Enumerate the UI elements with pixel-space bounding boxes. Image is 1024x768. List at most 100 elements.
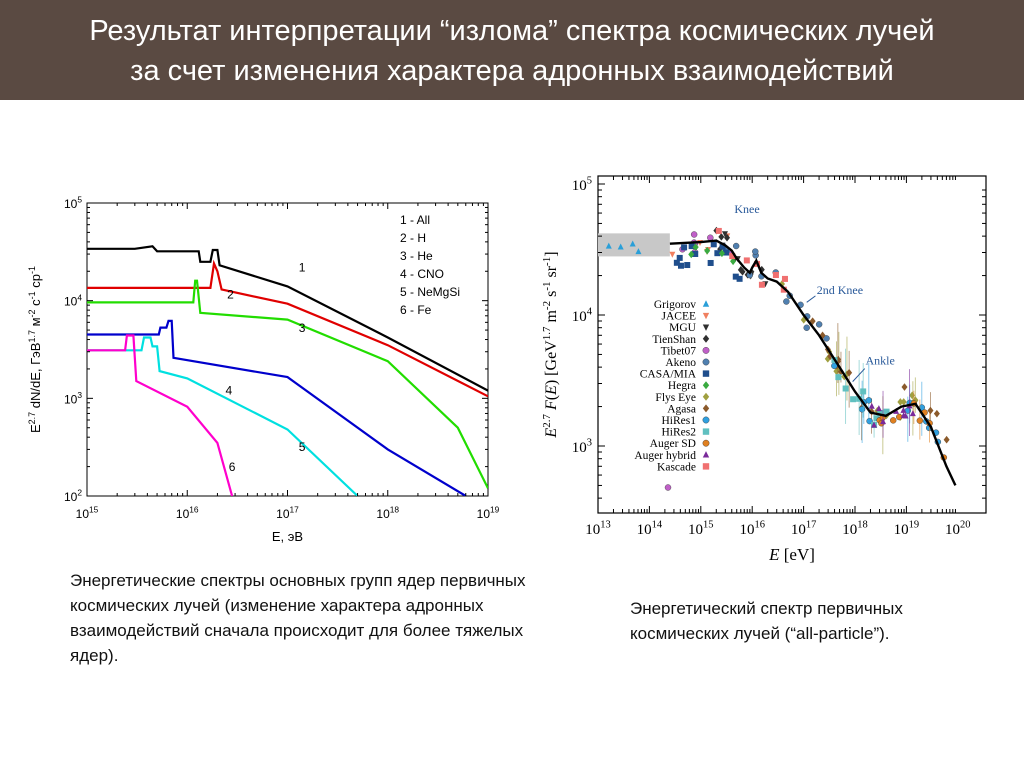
- data-point: [704, 246, 711, 255]
- series-line-5: [87, 336, 359, 496]
- data-point: [739, 267, 746, 276]
- curve-label-1: 1: [299, 260, 306, 274]
- y-axis-label: E2.7 F(E) [GeV1.7 m-2 s-1 sr-1]: [541, 251, 560, 438]
- x-tick-label: 1016: [176, 505, 199, 521]
- legend-marker: [702, 451, 710, 458]
- legend-entry: HiRes2: [662, 427, 697, 439]
- data-point: [688, 243, 695, 250]
- data-point: [778, 280, 785, 288]
- legend-entry: 1 - All: [400, 213, 430, 227]
- data-point: [758, 281, 765, 288]
- data-point: [715, 227, 722, 234]
- legend-entry: Grigorov: [654, 299, 696, 311]
- data-point: [883, 408, 890, 415]
- y-tick-label: 104: [64, 292, 82, 308]
- data-point: [835, 365, 842, 373]
- data-point: [900, 398, 907, 406]
- data-point: [943, 435, 950, 444]
- curve-label-5: 5: [299, 440, 306, 454]
- data-point: [676, 254, 683, 261]
- all-particle-spectrum-chart: 1013 1014 1015 1016 1017 1018 1019 1020 103 104 10…: [541, 175, 987, 564]
- data-point: [868, 402, 875, 409]
- data-point: [835, 374, 842, 381]
- data-point: [681, 244, 688, 251]
- data-point: [605, 242, 612, 249]
- curve-label-3: 3: [299, 321, 306, 335]
- x-tick-label: 1018: [376, 505, 399, 521]
- legend-entry: Akeno: [665, 357, 696, 369]
- legend-marker: [702, 324, 710, 331]
- legend-marker: [702, 463, 710, 470]
- series-line-4: [87, 319, 467, 496]
- legend-marker: [702, 392, 710, 401]
- data-point: [629, 240, 636, 247]
- data-point: [692, 243, 699, 252]
- legend-marker: [702, 428, 710, 435]
- x-axis-label: E, эВ: [272, 529, 303, 544]
- y-tick-label: 104: [572, 306, 593, 325]
- legend-marker: [702, 300, 710, 307]
- y-tick-label: 103: [64, 390, 82, 406]
- composition-spectra-chart: 1 2 3 4 5 6 1015 1016 1017 1018 1019 102 103 104 105 E…: [27, 195, 500, 544]
- data-point: [873, 415, 880, 422]
- data-point: [669, 251, 676, 258]
- x-tick-label: 1019: [477, 505, 500, 521]
- data-point: [909, 410, 916, 417]
- legend-entry: Auger SD: [650, 438, 696, 450]
- data-point: [865, 397, 873, 404]
- data-point: [927, 406, 934, 415]
- data-point: [860, 388, 867, 395]
- x-tick-label: 1015: [688, 519, 714, 538]
- ankle-arrow: [852, 368, 866, 382]
- annotation-knee: Knee: [734, 202, 759, 216]
- data-point: [710, 241, 717, 248]
- legend-entry: Kascade: [657, 461, 696, 473]
- annotation-ankle: Ankle: [865, 353, 894, 367]
- left-chart-caption: Энергетические спектры основных групп яд…: [70, 571, 526, 665]
- data-point: [870, 421, 877, 428]
- legend-entry: 2 - H: [400, 231, 426, 245]
- y-axis-label: E2.7 dN/dE, ГэВ1.7 м-2 с-1 ср-1: [27, 266, 43, 433]
- data-point: [692, 250, 699, 257]
- data-point: [688, 250, 695, 259]
- series-line-6: [87, 334, 234, 496]
- data-point: [933, 409, 940, 418]
- data-point: [732, 273, 739, 280]
- legend-entry: MGU: [669, 322, 697, 334]
- data-point: [834, 357, 841, 366]
- y-tick-label: 105: [572, 175, 592, 194]
- legend-entry: TienShan: [652, 334, 696, 346]
- model-fit-line: [669, 239, 957, 486]
- data-point: [780, 286, 787, 293]
- x-tick-label: 1018: [842, 519, 868, 538]
- legend-marker: [702, 439, 710, 447]
- second-knee-arrow: [806, 295, 816, 303]
- data-point: [772, 272, 779, 279]
- data-point: [677, 262, 684, 269]
- data-point: [890, 417, 897, 424]
- x-tick-label: 1013: [585, 519, 611, 538]
- data-point: [718, 233, 725, 241]
- data-point: [916, 417, 924, 424]
- data-point: [729, 253, 736, 260]
- data-point: [823, 335, 830, 342]
- data-point: [617, 243, 624, 250]
- legend-marker: [702, 312, 710, 320]
- data-point: [912, 396, 919, 404]
- legend-entry: 6 - Fe: [400, 303, 432, 317]
- curve-label-2: 2: [227, 288, 234, 302]
- y-tick-label: 103: [572, 437, 592, 456]
- data-point: [690, 231, 698, 238]
- data-point: [743, 257, 750, 264]
- legend-entry: HiRes1: [662, 415, 697, 427]
- annotation-second-knee: 2nd Knee: [817, 283, 863, 297]
- x-tick-label: 1016: [739, 519, 765, 538]
- data-point: [664, 484, 672, 491]
- data-point: [843, 370, 850, 378]
- slide-title-line-2: за счет изменения характера адронных вза…: [130, 55, 894, 87]
- legend-entry: Hegra: [668, 380, 696, 392]
- legend-marker: [702, 416, 710, 424]
- data-point: [875, 405, 882, 412]
- data-point: [721, 231, 728, 238]
- legend-entry: 5 - NeMgSi: [400, 285, 460, 299]
